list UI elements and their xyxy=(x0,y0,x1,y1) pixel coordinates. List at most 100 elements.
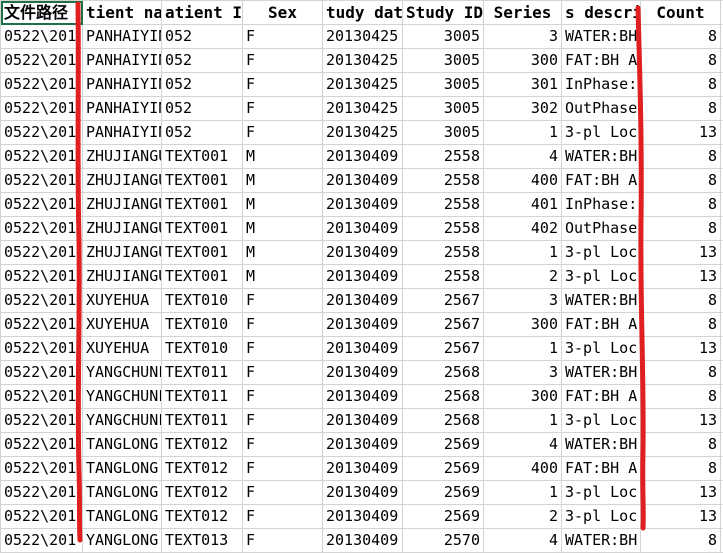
table-cell[interactable]: 1 xyxy=(484,337,562,361)
table-cell[interactable]: 3 xyxy=(484,289,562,313)
table-cell[interactable]: M xyxy=(243,145,323,169)
table-cell[interactable]: 3-pl Loc xyxy=(562,241,641,265)
table-cell[interactable]: 8 xyxy=(641,385,721,409)
table-cell[interactable]: 4 xyxy=(484,529,562,553)
table-cell[interactable]: 8 xyxy=(641,313,721,337)
table-cell[interactable]: 20130425 xyxy=(323,73,403,97)
table-cell[interactable]: 8 xyxy=(641,529,721,553)
table-cell[interactable]: 0522\201 xyxy=(1,409,83,433)
table-cell[interactable]: F xyxy=(243,433,323,457)
table-cell[interactable]: 4 xyxy=(484,433,562,457)
table-cell[interactable]: 052 xyxy=(162,121,243,145)
table-cell[interactable]: 1 xyxy=(484,409,562,433)
table-cell[interactable]: WATER:BH xyxy=(562,25,641,49)
table-cell[interactable]: F xyxy=(243,529,323,553)
table-cell[interactable]: 20130409 xyxy=(323,529,403,553)
table-cell[interactable]: TEXT010 xyxy=(162,337,243,361)
table-cell[interactable]: 0522\201 xyxy=(1,481,83,505)
table-cell[interactable]: 8 xyxy=(641,73,721,97)
table-cell[interactable]: 8 xyxy=(641,361,721,385)
table-cell[interactable]: F xyxy=(243,385,323,409)
table-cell[interactable]: TANGLONG xyxy=(83,481,162,505)
table-cell[interactable]: TEXT012 xyxy=(162,457,243,481)
table-cell[interactable]: 2568 xyxy=(403,409,484,433)
table-cell[interactable]: 3005 xyxy=(403,25,484,49)
header-cell-series-description[interactable]: s descri xyxy=(562,1,641,25)
table-cell[interactable]: ZHUJIANGU xyxy=(83,241,162,265)
table-cell[interactable]: 0522\201 xyxy=(1,217,83,241)
table-cell[interactable]: 8 xyxy=(641,49,721,73)
table-cell[interactable]: M xyxy=(243,169,323,193)
table-cell[interactable]: 2570 xyxy=(403,529,484,553)
table-cell[interactable]: F xyxy=(243,409,323,433)
table-cell[interactable]: OutPhase xyxy=(562,217,641,241)
table-cell[interactable]: TEXT001 xyxy=(162,193,243,217)
table-cell[interactable]: 3-pl Loc xyxy=(562,409,641,433)
table-cell[interactable]: F xyxy=(243,361,323,385)
table-cell[interactable]: TEXT010 xyxy=(162,313,243,337)
table-cell[interactable]: 1 xyxy=(484,481,562,505)
table-cell[interactable]: M xyxy=(243,265,323,289)
header-cell-patient-id[interactable]: atient I xyxy=(162,1,243,25)
table-cell[interactable]: 2569 xyxy=(403,481,484,505)
table-cell[interactable]: F xyxy=(243,49,323,73)
table-cell[interactable]: TEXT012 xyxy=(162,433,243,457)
table-cell[interactable]: 20130409 xyxy=(323,241,403,265)
table-cell[interactable]: 3-pl Loc xyxy=(562,265,641,289)
table-cell[interactable]: 8 xyxy=(641,289,721,313)
table-cell[interactable]: 13 xyxy=(641,265,721,289)
table-cell[interactable]: FAT:BH A xyxy=(562,49,641,73)
table-cell[interactable]: TEXT011 xyxy=(162,385,243,409)
table-cell[interactable]: F xyxy=(243,337,323,361)
table-cell[interactable]: XUYEHUA xyxy=(83,289,162,313)
table-cell[interactable]: WATER:BH xyxy=(562,361,641,385)
table-cell[interactable]: 2569 xyxy=(403,505,484,529)
table-cell[interactable]: 302 xyxy=(484,97,562,121)
table-cell[interactable]: 301 xyxy=(484,73,562,97)
table-cell[interactable]: YANGLONG xyxy=(83,529,162,553)
table-cell[interactable]: 0522\201 xyxy=(1,121,83,145)
table-cell[interactable]: 052 xyxy=(162,49,243,73)
table-cell[interactable]: 13 xyxy=(641,481,721,505)
table-cell[interactable]: 2569 xyxy=(403,457,484,481)
table-cell[interactable]: 1 xyxy=(484,121,562,145)
table-cell[interactable]: 052 xyxy=(162,97,243,121)
table-cell[interactable]: TANGLONG xyxy=(83,433,162,457)
table-cell[interactable]: 2 xyxy=(484,265,562,289)
table-cell[interactable]: PANHAIYIN xyxy=(83,25,162,49)
table-cell[interactable]: TEXT012 xyxy=(162,505,243,529)
table-cell[interactable]: YANGCHUNF xyxy=(83,361,162,385)
table-cell[interactable]: TEXT012 xyxy=(162,481,243,505)
table-cell[interactable]: 13 xyxy=(641,241,721,265)
table-cell[interactable]: 2558 xyxy=(403,169,484,193)
table-cell[interactable]: 0522\201 xyxy=(1,193,83,217)
table-cell[interactable]: XUYEHUA xyxy=(83,313,162,337)
table-cell[interactable]: F xyxy=(243,313,323,337)
table-cell[interactable]: TEXT011 xyxy=(162,361,243,385)
table-cell[interactable]: PANHAIYIN xyxy=(83,49,162,73)
table-cell[interactable]: 400 xyxy=(484,169,562,193)
table-cell[interactable]: 20130409 xyxy=(323,145,403,169)
table-cell[interactable]: InPhase: xyxy=(562,73,641,97)
table-cell[interactable]: 1 xyxy=(484,241,562,265)
table-cell[interactable]: WATER:BH xyxy=(562,145,641,169)
table-cell[interactable]: F xyxy=(243,481,323,505)
table-cell[interactable]: 13 xyxy=(641,409,721,433)
table-cell[interactable]: 20130409 xyxy=(323,409,403,433)
table-cell[interactable]: 20130409 xyxy=(323,193,403,217)
table-cell[interactable]: 0522\201 xyxy=(1,145,83,169)
table-cell[interactable]: 8 xyxy=(641,25,721,49)
table-cell[interactable]: 3-pl Loc xyxy=(562,337,641,361)
table-cell[interactable]: 20130425 xyxy=(323,49,403,73)
table-cell[interactable]: 20130409 xyxy=(323,169,403,193)
table-cell[interactable]: 3-pl Loc xyxy=(562,121,641,145)
table-cell[interactable]: 3-pl Loc xyxy=(562,481,641,505)
table-cell[interactable]: 2558 xyxy=(403,217,484,241)
table-cell[interactable]: 0522\201 xyxy=(1,433,83,457)
table-cell[interactable]: TEXT010 xyxy=(162,289,243,313)
table-cell[interactable]: 2568 xyxy=(403,361,484,385)
table-cell[interactable]: 8 xyxy=(641,217,721,241)
table-cell[interactable]: 0522\201 xyxy=(1,289,83,313)
table-cell[interactable]: TEXT001 xyxy=(162,241,243,265)
table-cell[interactable]: 20130409 xyxy=(323,289,403,313)
